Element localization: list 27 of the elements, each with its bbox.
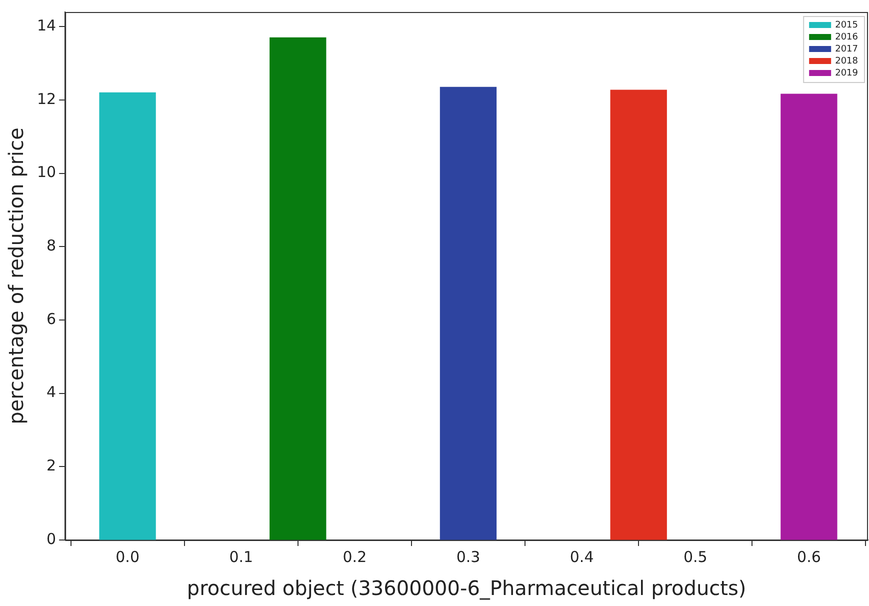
legend-label: 2017 xyxy=(835,44,858,54)
bar xyxy=(780,94,838,540)
y-tick-label: 6 xyxy=(46,310,56,328)
x-tick-label: 0.0 xyxy=(116,548,140,566)
x-axis-title: procured object (33600000-6_Pharmaceutical products) xyxy=(186,576,746,600)
y-tick-label: 2 xyxy=(46,456,56,475)
bar xyxy=(440,86,497,540)
y-axis-title: percentage of reduction price xyxy=(4,128,28,424)
legend-label: 2016 xyxy=(835,32,858,42)
x-tick-label: 0.4 xyxy=(570,548,594,566)
y-tick-label: 14 xyxy=(36,16,56,35)
x-tick-label: 0.5 xyxy=(683,548,708,566)
bar xyxy=(610,90,667,540)
y-tick-label: 0 xyxy=(46,530,56,548)
y-tick-label: 10 xyxy=(36,163,56,182)
x-tick-label: 0.1 xyxy=(229,548,254,566)
legend-label: 2018 xyxy=(835,56,858,66)
bar xyxy=(99,92,156,540)
x-tick-label: 0.3 xyxy=(456,548,480,566)
x-tick-label: 0.2 xyxy=(342,548,367,566)
y-tick-label: 8 xyxy=(46,236,56,255)
legend-label: 2019 xyxy=(835,68,858,78)
bar xyxy=(270,37,326,540)
x-tick-label: 0.6 xyxy=(797,548,821,566)
y-tick-label: 4 xyxy=(46,383,56,402)
y-tick-label: 12 xyxy=(36,90,56,108)
legend-label: 2015 xyxy=(835,20,858,30)
